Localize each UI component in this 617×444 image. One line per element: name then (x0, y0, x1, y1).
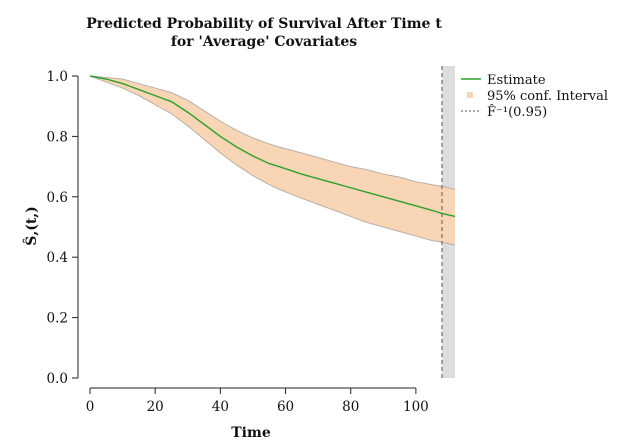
x-tick-label: 40 (212, 399, 229, 415)
legend-label-ci: 95% conf. Interval (487, 89, 608, 104)
y-tick-label: 0.2 (47, 311, 68, 327)
x-tick-label: 80 (342, 399, 359, 415)
axes: 0.0 0.2 0.4 0.6 0.8 1.0 0 20 40 60 80 100 (47, 69, 429, 415)
confidence-band (90, 76, 455, 246)
x-tick-label: 60 (277, 399, 294, 415)
chart-title: Predicted Probability of Survival After … (86, 16, 442, 32)
y-tick-label: 1.0 (47, 69, 68, 85)
confidence-band-upper-edge (89, 75, 456, 190)
y-tick-label: 0.4 (47, 250, 68, 266)
chart-subtitle: for 'Average' Covariates (171, 34, 357, 50)
y-tick-label: 0.6 (47, 190, 68, 206)
x-tick-label: 100 (403, 399, 429, 415)
y-tick-label: 0.0 (47, 371, 68, 387)
y-axis-title: Ŝ,(t,) (22, 206, 40, 246)
plot-area (89, 66, 456, 378)
legend-swatch-ci (467, 92, 473, 98)
x-axis-title: Time (231, 425, 271, 441)
series-line-estimate (89, 75, 456, 218)
legend-label-estimate: Estimate (487, 73, 546, 88)
legend-label-reference: F̂⁻¹(0.95) (487, 104, 547, 120)
x-tick-label: 0 (86, 399, 95, 415)
y-tick-label: 0.8 (47, 129, 68, 145)
x-tick-label: 20 (147, 399, 164, 415)
confidence-band-lower-edge (89, 75, 456, 246)
